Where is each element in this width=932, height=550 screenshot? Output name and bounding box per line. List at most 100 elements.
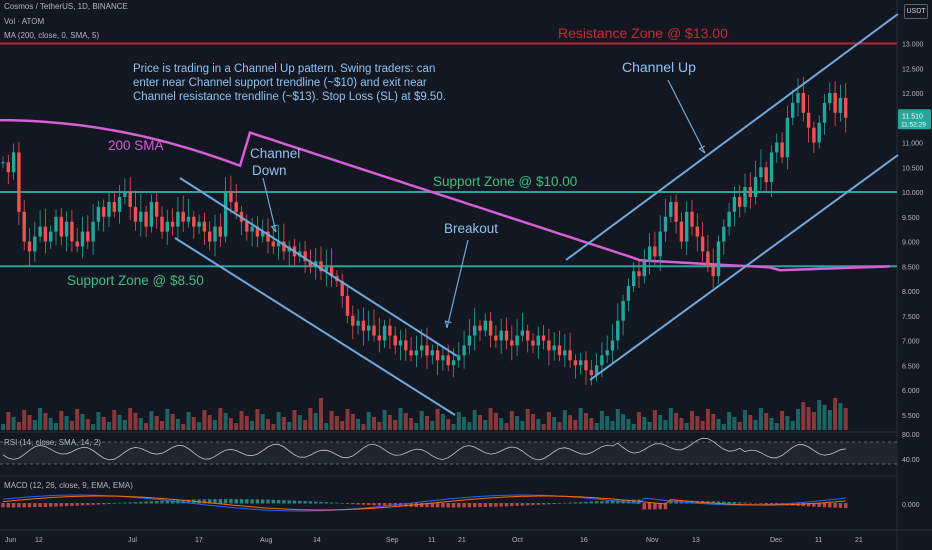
- candle[interactable]: [663, 216, 668, 232]
- candle[interactable]: [165, 221, 169, 232]
- candle[interactable]: [181, 211, 185, 222]
- candle[interactable]: [753, 177, 758, 197]
- candle[interactable]: [430, 350, 434, 356]
- candle[interactable]: [600, 355, 604, 366]
- candle[interactable]: [536, 335, 540, 346]
- candle[interactable]: [764, 167, 768, 183]
- candle[interactable]: [17, 152, 21, 212]
- candle[interactable]: [223, 192, 228, 237]
- candle[interactable]: [176, 211, 180, 227]
- candle[interactable]: [679, 221, 684, 242]
- candle[interactable]: [637, 271, 641, 277]
- candle[interactable]: [329, 266, 334, 277]
- candle[interactable]: [632, 271, 636, 287]
- candle[interactable]: [541, 335, 546, 341]
- candle[interactable]: [75, 241, 79, 247]
- candle[interactable]: [367, 325, 371, 331]
- candle[interactable]: [775, 142, 779, 153]
- candle[interactable]: [806, 112, 811, 128]
- candle[interactable]: [700, 236, 705, 252]
- candle[interactable]: [382, 325, 387, 341]
- candle[interactable]: [695, 226, 699, 237]
- candle[interactable]: [473, 325, 477, 336]
- candle[interactable]: [557, 345, 562, 356]
- candle[interactable]: [626, 286, 631, 301]
- candle[interactable]: [255, 226, 260, 237]
- candle[interactable]: [388, 325, 392, 336]
- candle[interactable]: [722, 226, 726, 242]
- candle[interactable]: [319, 261, 323, 272]
- candle[interactable]: [361, 320, 366, 331]
- candle[interactable]: [425, 345, 429, 356]
- candle[interactable]: [801, 93, 805, 113]
- candle[interactable]: [33, 236, 37, 252]
- candle[interactable]: [727, 211, 731, 227]
- candle[interactable]: [547, 340, 551, 351]
- candle[interactable]: [245, 221, 249, 232]
- candle[interactable]: [584, 360, 588, 371]
- candle[interactable]: [653, 246, 657, 257]
- candle[interactable]: [579, 360, 583, 366]
- candle[interactable]: [197, 221, 201, 227]
- candle[interactable]: [22, 211, 26, 242]
- candle[interactable]: [107, 201, 111, 217]
- candle[interactable]: [573, 360, 578, 366]
- candle[interactable]: [791, 102, 795, 118]
- candle[interactable]: [192, 216, 196, 227]
- currency-button[interactable]: USDT: [904, 4, 928, 19]
- candle[interactable]: [261, 231, 265, 237]
- candle[interactable]: [128, 192, 132, 207]
- candle[interactable]: [780, 142, 784, 158]
- candle[interactable]: [229, 192, 233, 202]
- candle[interactable]: [769, 152, 774, 183]
- candle[interactable]: [155, 201, 159, 217]
- candle[interactable]: [149, 201, 154, 227]
- candle[interactable]: [658, 231, 662, 257]
- candle[interactable]: [478, 325, 482, 331]
- candle[interactable]: [340, 281, 344, 296]
- candle[interactable]: [86, 231, 90, 242]
- candle[interactable]: [271, 241, 275, 247]
- candle[interactable]: [186, 216, 191, 222]
- candle[interactable]: [844, 97, 848, 118]
- candle[interactable]: [499, 330, 503, 341]
- candle[interactable]: [451, 360, 456, 366]
- candle[interactable]: [520, 330, 525, 336]
- candle[interactable]: [398, 340, 403, 346]
- candle[interactable]: [91, 221, 95, 242]
- candle[interactable]: [314, 261, 318, 267]
- candle[interactable]: [483, 320, 487, 331]
- candle[interactable]: [356, 320, 360, 326]
- candle[interactable]: [59, 216, 63, 237]
- candle[interactable]: [266, 231, 270, 242]
- candle[interactable]: [833, 93, 837, 113]
- candle[interactable]: [414, 350, 419, 356]
- candle[interactable]: [647, 246, 652, 262]
- candle[interactable]: [743, 187, 747, 207]
- candle[interactable]: [589, 370, 593, 376]
- candle[interactable]: [531, 340, 535, 346]
- candle[interactable]: [504, 330, 509, 341]
- candle[interactable]: [441, 355, 445, 361]
- candle[interactable]: [594, 365, 599, 376]
- candle[interactable]: [250, 226, 254, 232]
- candle[interactable]: [308, 261, 313, 267]
- candle[interactable]: [282, 241, 286, 252]
- candle[interactable]: [642, 261, 646, 277]
- candle[interactable]: [345, 295, 350, 316]
- candle[interactable]: [515, 335, 519, 346]
- candle[interactable]: [38, 226, 42, 237]
- candle[interactable]: [409, 350, 413, 356]
- candle[interactable]: [208, 231, 212, 242]
- candle[interactable]: [457, 355, 461, 361]
- candle[interactable]: [812, 127, 816, 143]
- candle[interactable]: [568, 350, 572, 361]
- candle[interactable]: [732, 196, 737, 212]
- candle[interactable]: [160, 216, 164, 232]
- candle[interactable]: [669, 201, 673, 217]
- candle[interactable]: [488, 320, 493, 336]
- candle[interactable]: [1, 162, 5, 164]
- candle[interactable]: [117, 196, 122, 212]
- candle[interactable]: [64, 221, 69, 237]
